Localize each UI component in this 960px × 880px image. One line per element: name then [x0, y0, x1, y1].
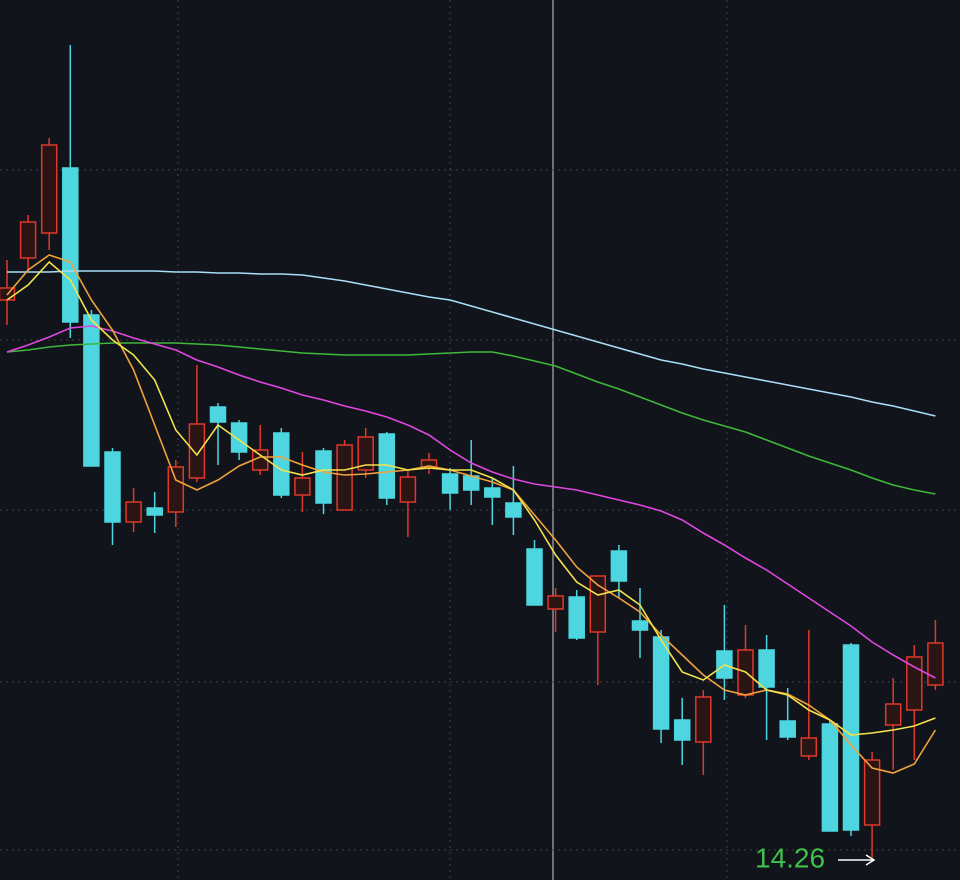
annotation-arrow [838, 854, 876, 866]
candle-body [568, 596, 585, 639]
candle-body [821, 723, 839, 832]
candle-body [209, 406, 227, 423]
candle-body [758, 649, 775, 688]
candle-body [315, 450, 332, 504]
candle-body [357, 436, 374, 471]
candle-body [779, 720, 796, 738]
candle-body [273, 432, 290, 496]
candle-body [652, 636, 670, 730]
candle-body [230, 422, 248, 453]
candle-body [695, 696, 712, 743]
candle-body [547, 595, 564, 610]
candle-body [884, 703, 902, 726]
ma-line [7, 270, 936, 417]
candle-body [589, 575, 607, 633]
candle-body [19, 221, 37, 259]
candle-body [146, 507, 163, 516]
annotation: 14.26 [755, 842, 825, 873]
candle-body [83, 314, 100, 467]
candle-body [125, 501, 142, 523]
candle-body [62, 167, 79, 323]
candle-body [40, 144, 58, 234]
candles [0, 45, 944, 858]
candle-body [399, 476, 417, 503]
ma-line [6, 254, 937, 774]
candle-body [631, 620, 649, 631]
candle-body [188, 423, 206, 479]
ma-line [6, 342, 936, 495]
candle-body [842, 644, 860, 831]
candle-body [863, 759, 881, 826]
candle-body [505, 502, 522, 518]
ma-line [6, 260, 936, 736]
candle-body [336, 444, 353, 511]
candle-body [906, 656, 923, 711]
candle-body [800, 737, 818, 757]
candle-body [927, 642, 944, 686]
candle-body [104, 451, 121, 523]
candle-body [484, 487, 501, 498]
candle-body [610, 550, 628, 582]
candle-body [294, 477, 311, 496]
candle-body [441, 473, 459, 494]
ma-lines [6, 254, 937, 774]
candle-body [673, 719, 691, 741]
grid [0, 169, 960, 851]
candle-body [526, 548, 543, 606]
ma-line [6, 325, 936, 679]
candle-body [167, 466, 185, 513]
